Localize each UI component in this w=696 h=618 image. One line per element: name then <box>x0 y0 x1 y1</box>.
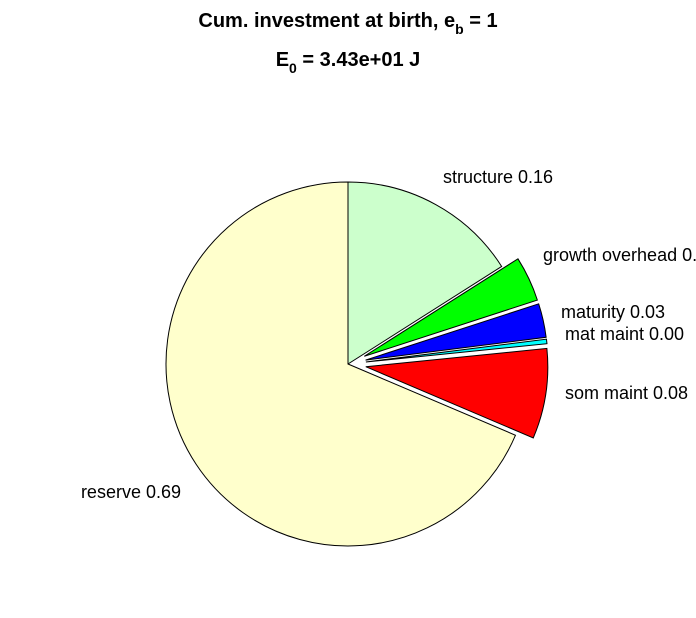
title-line1-main: Cum. investment at birth, e <box>198 10 455 32</box>
pie-slices <box>165 181 549 547</box>
pie-slice-3 <box>365 338 548 363</box>
pie-slice-1 <box>364 258 539 357</box>
pie-slice-label-3: mat maint 0.00 <box>565 324 684 344</box>
chart-title-line2: E0 = 3.43e+01 J <box>276 49 421 76</box>
pie-slice-0 <box>347 181 503 365</box>
pie-slice-label-0: structure 0.16 <box>443 167 553 187</box>
title-line1-subscript: b <box>455 21 464 37</box>
pie-slice-5 <box>165 181 517 547</box>
chart-title-line1: Cum. investment at birth, eb = 1 <box>198 10 497 37</box>
pie-slice-label-5: reserve 0.69 <box>81 482 181 502</box>
pie-labels: structure 0.16 growth overhead 0.04 maturi… <box>81 167 696 502</box>
title-line2-rest: = 3.43e+01 J <box>297 49 420 71</box>
title-line1-rest: = 1 <box>464 10 498 32</box>
title-line2-main: E <box>276 49 289 71</box>
pie-slice-label-4: som maint 0.08 <box>565 383 688 403</box>
pie-slice-label-2: maturity 0.03 <box>561 302 665 322</box>
title-line2-subscript: 0 <box>289 60 297 76</box>
pie-slice-4 <box>365 347 549 439</box>
pie-slice-label-1: growth overhead 0.04 <box>543 245 696 265</box>
pie-slice-2 <box>365 303 547 361</box>
